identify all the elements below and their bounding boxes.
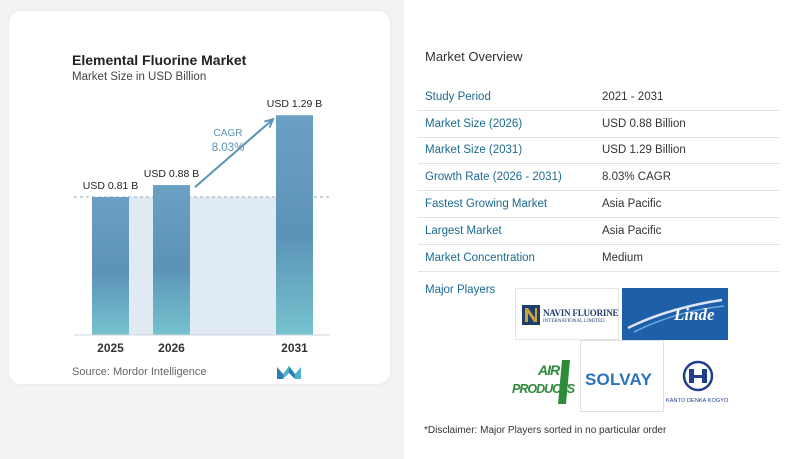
overview-row-label: Market Size (2026)	[425, 117, 523, 130]
overview-row-value: Asia Pacific	[602, 198, 662, 211]
overview-row: Market Concentration Medium	[418, 245, 780, 272]
air-products-line1: AIR	[538, 362, 560, 378]
overview-row-value: 8.03% CAGR	[602, 171, 672, 184]
bar-value-label: USD 0.81 B	[83, 180, 138, 192]
overview-row-label: Study Period	[425, 90, 491, 103]
bar-value-label: USD 0.88 B	[144, 168, 199, 180]
category-label: 2031	[281, 341, 308, 355]
cagr-arrow	[194, 118, 274, 188]
chart-subtitle: Market Size in USD Billion	[72, 71, 207, 83]
kanto-denka-logo: KANTO DENKA KOGYO	[664, 356, 732, 412]
air-products-logo: AIR PRODUCTS	[510, 356, 582, 414]
bar-chart: USD 0.81 B 2025 USD 0.88 B 2026 USD 1.29 B 20…	[74, 98, 330, 355]
bar-2026	[153, 185, 190, 335]
market-overview-title: Market Overview	[425, 49, 523, 64]
overview-row-value: USD 0.88 Billion	[602, 117, 686, 130]
chart-title: Elemental Fluorine Market	[72, 52, 247, 68]
overview-row-label: Growth Rate (2026 - 2031)	[425, 171, 562, 184]
overview-row: Study Period 2021 - 2031	[418, 84, 780, 111]
category-label: 2026	[158, 341, 185, 355]
bar-2025	[92, 197, 129, 335]
navin-emblem-icon	[522, 305, 540, 325]
market-overview-table: Study Period 2021 - 2031 Market Size (2026…	[418, 84, 780, 272]
disclaimer-text: *Disclaimer: Major Players sorted in no …	[424, 425, 667, 436]
overview-row-label: Largest Market	[425, 224, 502, 237]
overview-row-value: 2021 - 2031	[602, 90, 664, 103]
bar-value-label: USD 1.29 B	[267, 98, 322, 110]
cagr-value: 8.03%	[212, 142, 245, 154]
linde-logo-text: Linde	[674, 305, 715, 324]
cagr-arrowhead-icon	[264, 117, 275, 128]
source-text: Source: Mordor Intelligence	[72, 366, 207, 378]
navin-fluorine-logo: NAVIN FLUORINE INTERNATIONAL LIMITED	[515, 288, 619, 340]
cagr-label: CAGR	[214, 128, 243, 139]
air-products-mark-icon	[558, 360, 570, 404]
kanto-logo-text: KANTO DENKA KOGYO	[666, 398, 729, 404]
category-label: 2025	[97, 341, 124, 355]
linde-swoosh-icon	[627, 298, 725, 333]
overview-row-label: Market Size (2031)	[425, 144, 523, 157]
overview-row-label: Fastest Growing Market	[425, 198, 548, 211]
overview-row: Market Size (2031) USD 1.29 Billion	[418, 138, 780, 165]
mordor-logo-icon	[277, 366, 301, 379]
navin-logo-text: NAVIN FLUORINE	[543, 308, 619, 318]
linde-logo: Linde	[622, 288, 728, 340]
major-players-label: Major Players	[425, 284, 496, 296]
overview-row: Largest Market Asia Pacific	[418, 218, 780, 245]
overview-row: Fastest Growing Market Asia Pacific	[418, 191, 780, 218]
kanto-emblem-icon	[682, 360, 714, 392]
overview-row: Growth Rate (2026 - 2031) 8.03% CAGR	[418, 164, 780, 192]
solvay-logo: SOLVAY	[580, 340, 664, 412]
overview-row-value: Medium	[602, 251, 643, 264]
overview-row-value: USD 1.29 Billion	[602, 144, 686, 157]
overview-row: Market Size (2026) USD 0.88 Billion	[418, 111, 780, 138]
overview-row-label: Market Concentration	[425, 251, 535, 264]
solvay-logo-text: SOLVAY	[585, 370, 653, 389]
overview-row-value: Asia Pacific	[602, 224, 662, 237]
navin-logo-subtext: INTERNATIONAL LIMITED	[543, 319, 605, 324]
bar-2031	[276, 115, 313, 335]
